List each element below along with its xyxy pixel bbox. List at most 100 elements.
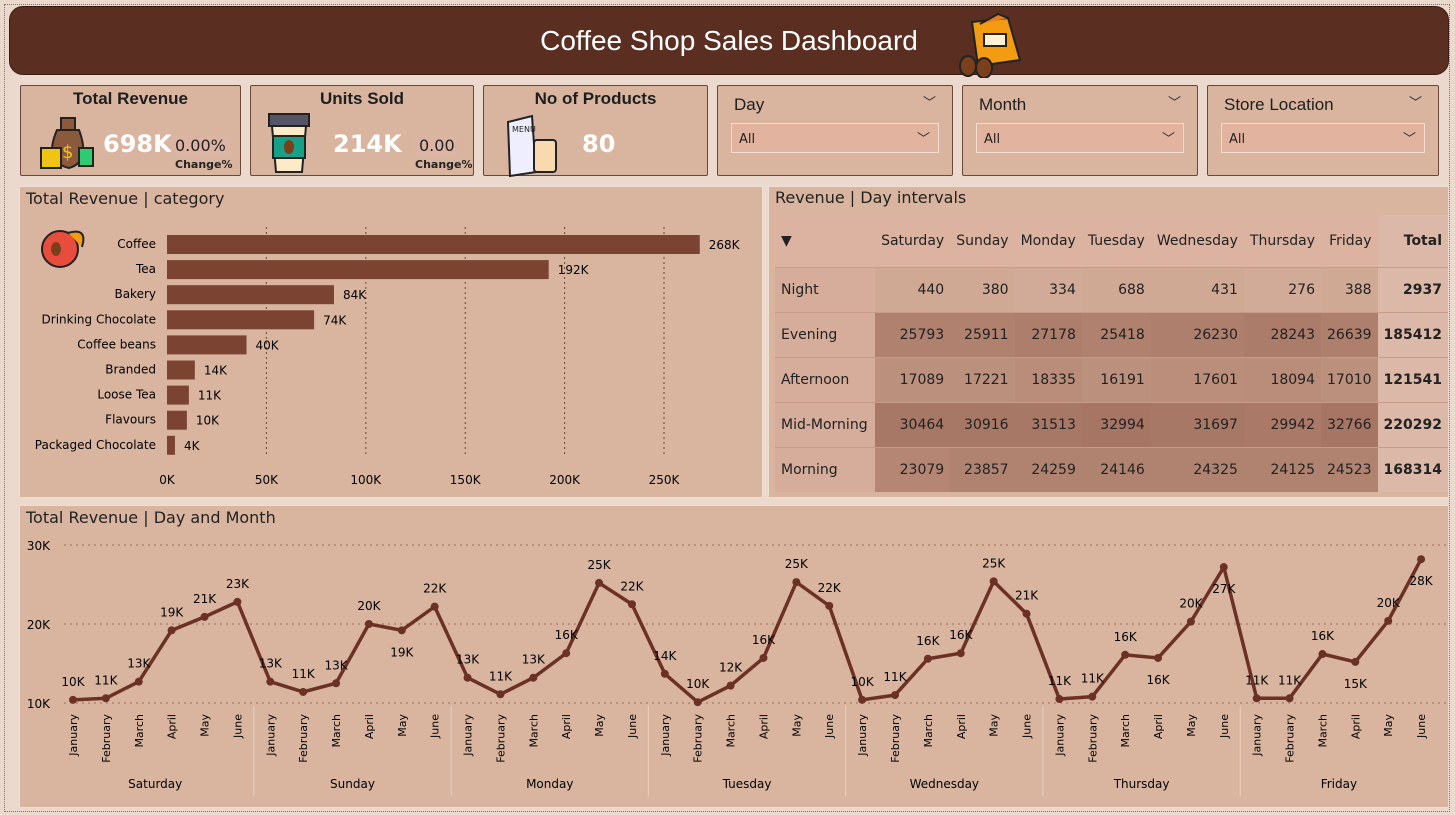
store-location-slicer[interactable]: Store Location ﹀ All ﹀ bbox=[1207, 85, 1439, 176]
card-title: Total Revenue bbox=[73, 89, 188, 108]
data-label: 16K bbox=[916, 634, 940, 648]
column-header[interactable]: Wednesday bbox=[1150, 215, 1244, 267]
bar-data-label: 74K bbox=[323, 313, 347, 327]
month-label: April bbox=[757, 714, 770, 739]
bar-data-label: 4K bbox=[184, 439, 201, 453]
data-label: 11K bbox=[489, 669, 513, 683]
data-label: 19K bbox=[390, 645, 414, 659]
table-cell: 16191 bbox=[1081, 356, 1151, 402]
table-cell: 17221 bbox=[950, 356, 1015, 402]
table-cell: 32766 bbox=[1321, 401, 1378, 447]
svg-text:$: $ bbox=[62, 142, 73, 163]
month-label: April bbox=[560, 714, 573, 739]
table-cell: 24125 bbox=[1243, 446, 1321, 492]
slicer-title: Day bbox=[734, 95, 765, 114]
change-label: Change% bbox=[175, 158, 233, 171]
column-header[interactable]: Thursday bbox=[1243, 215, 1321, 267]
sort-icon[interactable]: ▼ bbox=[775, 215, 876, 267]
day-label: Sunday bbox=[330, 777, 375, 791]
bar-data-label: 268K bbox=[709, 238, 741, 252]
month-label: March bbox=[330, 714, 343, 748]
day-dropdown[interactable]: All ﹀ bbox=[731, 123, 939, 153]
data-point bbox=[1055, 695, 1064, 704]
data-label: 10K bbox=[61, 675, 85, 689]
row-total: 2937 bbox=[1377, 266, 1448, 312]
data-point bbox=[726, 681, 735, 690]
month-label: February bbox=[692, 714, 705, 763]
data-point bbox=[1252, 694, 1261, 703]
table-cell: 23079 bbox=[875, 446, 951, 492]
svg-text:MENU: MENU bbox=[512, 125, 536, 134]
category-label: Drinking Chocolate bbox=[42, 312, 156, 326]
data-label: 20K bbox=[357, 599, 381, 613]
row-header: Evening bbox=[775, 311, 876, 357]
data-label: 25K bbox=[588, 558, 612, 572]
revenue-change: 0.00% bbox=[171, 136, 230, 155]
chevron-down-icon[interactable]: ﹀ bbox=[1408, 96, 1422, 111]
data-point bbox=[891, 691, 899, 700]
x-tick-label: 150K bbox=[450, 473, 482, 487]
row-header: Night bbox=[775, 266, 876, 312]
data-label: 21K bbox=[193, 592, 217, 606]
dropdown-value: All bbox=[1229, 132, 1246, 147]
data-label: 11K bbox=[1048, 674, 1072, 688]
data-label: 13K bbox=[259, 657, 283, 671]
table-cell: 31697 bbox=[1150, 401, 1244, 447]
month-label: January bbox=[462, 714, 475, 757]
change-label: Change% bbox=[415, 158, 473, 171]
day-label: Saturday bbox=[128, 777, 182, 791]
data-point bbox=[529, 673, 538, 682]
data-point bbox=[627, 600, 636, 609]
bar-data-label: 192K bbox=[558, 263, 590, 277]
month-label: May bbox=[790, 714, 803, 737]
month-label: May bbox=[199, 714, 212, 737]
column-header[interactable]: Monday bbox=[1014, 215, 1082, 267]
data-label: 11K bbox=[292, 667, 316, 681]
table-cell: 334 bbox=[1014, 266, 1082, 312]
store-location-dropdown[interactable]: All ﹀ bbox=[1221, 123, 1425, 153]
data-label: 21K bbox=[1015, 589, 1039, 603]
bar bbox=[167, 260, 549, 280]
column-header[interactable]: Total bbox=[1377, 215, 1448, 267]
data-point bbox=[1121, 650, 1130, 659]
column-header[interactable]: Saturday bbox=[875, 215, 951, 267]
units-value: 214K bbox=[333, 130, 402, 158]
data-label: 16K bbox=[555, 628, 579, 642]
row-total: 185412 bbox=[1377, 311, 1448, 357]
products-value: 80 bbox=[582, 130, 616, 158]
table-cell: 27178 bbox=[1014, 311, 1082, 357]
month-dropdown[interactable]: All ﹀ bbox=[976, 123, 1184, 153]
category-label: Loose Tea bbox=[97, 388, 156, 402]
month-label: June bbox=[823, 714, 836, 739]
column-header[interactable]: Sunday bbox=[950, 215, 1015, 267]
data-point bbox=[299, 687, 308, 696]
day-slicer[interactable]: Day ﹀ All ﹀ bbox=[717, 85, 953, 176]
day-label: Monday bbox=[526, 777, 573, 791]
x-tick-label: 250K bbox=[649, 473, 681, 487]
table-cell: 23857 bbox=[950, 446, 1015, 492]
data-point bbox=[233, 597, 242, 606]
table-cell: 17089 bbox=[875, 356, 951, 402]
table-cell: 32994 bbox=[1081, 401, 1151, 447]
month-slicer[interactable]: Month ﹀ All ﹀ bbox=[962, 85, 1198, 176]
data-point bbox=[792, 578, 801, 587]
category-label: Coffee beans bbox=[77, 337, 156, 351]
column-header[interactable]: Tuesday bbox=[1081, 215, 1151, 267]
month-label: February bbox=[297, 714, 310, 763]
month-label: April bbox=[363, 714, 376, 739]
column-header[interactable]: Friday bbox=[1321, 215, 1378, 267]
chevron-down-icon[interactable]: ﹀ bbox=[922, 96, 936, 111]
data-point bbox=[1417, 555, 1426, 564]
month-label: June bbox=[429, 714, 442, 739]
table-row: Afternoon 17089 17221 18335 16191 17601 18094 1… bbox=[775, 356, 1448, 402]
data-point bbox=[1022, 609, 1031, 618]
data-point bbox=[759, 653, 768, 662]
coffee-cup-icon bbox=[268, 113, 310, 173]
chevron-down-icon[interactable]: ﹀ bbox=[1167, 96, 1181, 111]
month-label: April bbox=[1349, 714, 1362, 739]
data-point bbox=[496, 690, 505, 699]
data-label: 27K bbox=[1212, 582, 1236, 596]
table-cell: 276 bbox=[1243, 266, 1321, 312]
month-label: March bbox=[133, 714, 146, 748]
data-point bbox=[660, 669, 669, 678]
